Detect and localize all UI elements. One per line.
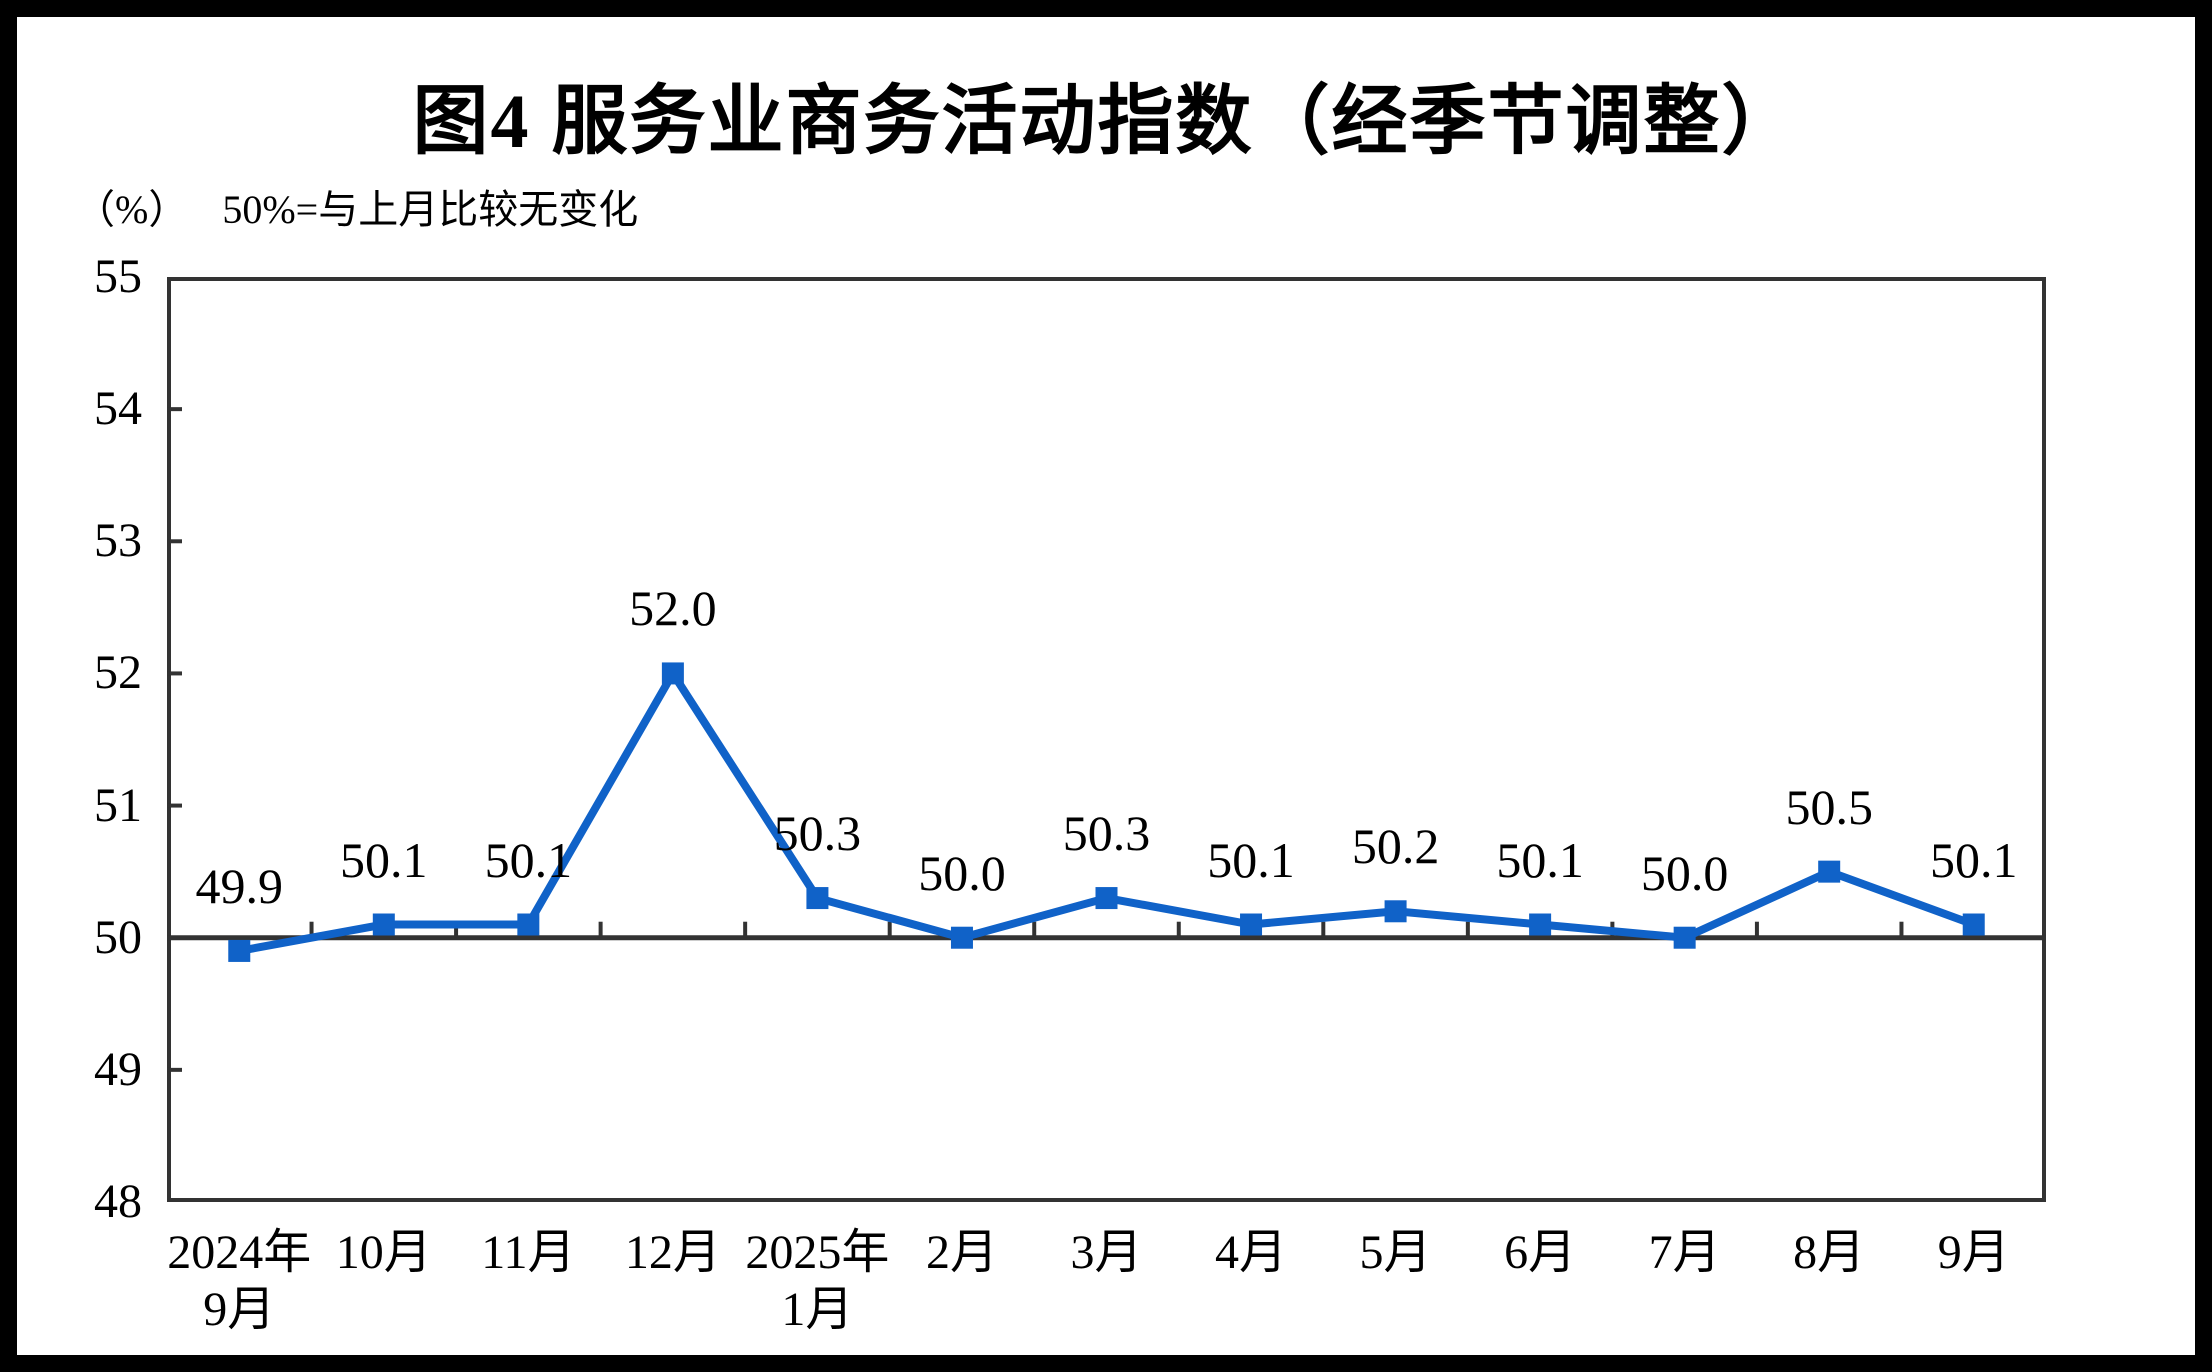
x-tick-label: 2月 bbox=[852, 1224, 1072, 1281]
data-point-label: 50.0 bbox=[1640, 844, 1729, 901]
y-tick-label: 48 bbox=[94, 1175, 142, 1228]
data-point-label: 50.5 bbox=[1785, 778, 1873, 835]
data-point-label: 50.1 bbox=[1207, 831, 1295, 888]
data-point-label: 50.3 bbox=[1062, 805, 1151, 862]
data-point-label: 50.1 bbox=[340, 831, 428, 888]
data-point-label: 52.0 bbox=[629, 580, 717, 637]
data-point-label: 50.1 bbox=[1496, 831, 1584, 888]
data-point-marker bbox=[1529, 913, 1552, 936]
y-tick-label: 54 bbox=[94, 382, 142, 436]
x-tick-label-line1: 11月 bbox=[481, 1226, 576, 1279]
baseline-note: 50%=与上月比较无变化 bbox=[222, 187, 639, 232]
x-tick-label: 9月 bbox=[1864, 1224, 2084, 1281]
x-tick-label: 8月 bbox=[1719, 1224, 1939, 1281]
x-tick-label-line1: 3月 bbox=[1070, 1226, 1143, 1279]
chart-canvas: 图4 服务业商务活动指数（经季节调整） （%） 50%=与上月比较无变化 55 5… bbox=[17, 17, 2195, 1355]
data-point-marker bbox=[1673, 926, 1696, 949]
data-point-marker bbox=[517, 913, 540, 936]
data-point-label: 50.1 bbox=[1929, 831, 2018, 888]
x-tick-label-line1: 9月 bbox=[1937, 1226, 2010, 1279]
x-tick-label-line1: 5月 bbox=[1359, 1226, 1432, 1279]
data-point-marker bbox=[806, 887, 829, 910]
data-point-marker bbox=[372, 913, 395, 936]
y-tick-label: 55 bbox=[94, 250, 142, 303]
x-tick-label: 7月 bbox=[1575, 1224, 1795, 1281]
y-tick-label: 52 bbox=[94, 646, 142, 700]
data-point-marker bbox=[1240, 913, 1263, 936]
data-point-label: 50.0 bbox=[918, 844, 1006, 901]
y-axis-unit-label: （%） bbox=[75, 187, 189, 232]
plot-area bbox=[167, 277, 2046, 1202]
x-tick-label: 10月 bbox=[274, 1224, 494, 1281]
data-point-label: 50.1 bbox=[484, 831, 573, 888]
x-tick-label-line1: 12月 bbox=[624, 1226, 721, 1279]
data-point-label: 50.2 bbox=[1351, 818, 1440, 875]
data-point-label: 49.9 bbox=[195, 857, 284, 914]
y-tick-label: 49 bbox=[94, 1042, 142, 1096]
x-tick-label-line1: 6月 bbox=[1504, 1226, 1577, 1279]
y-tick-label: 53 bbox=[94, 514, 142, 568]
x-tick-label-line1: 10月 bbox=[335, 1226, 432, 1279]
x-tick-label-line2: 1月 bbox=[781, 1283, 854, 1336]
chart-title: 图4 服务业商务活动指数（经季节调整） bbox=[412, 80, 1800, 164]
x-tick-label: 12月 bbox=[563, 1224, 783, 1281]
x-tick-label-line1: 4月 bbox=[1215, 1226, 1288, 1279]
data-point-label: 50.3 bbox=[773, 805, 862, 862]
x-tick-label-line1: 2月 bbox=[925, 1226, 998, 1279]
plot-border bbox=[167, 277, 2046, 1202]
x-tick-label: 4月 bbox=[1141, 1224, 1361, 1281]
data-point-marker bbox=[1384, 900, 1407, 923]
chart-subtitle: （%） 50%=与上月比较无变化 bbox=[75, 177, 638, 235]
data-point-marker bbox=[1818, 860, 1841, 883]
x-tick-label-line1: 2025年 bbox=[745, 1226, 890, 1279]
x-tick-label: 2024年 9月 bbox=[129, 1224, 349, 1338]
x-tick-label: 6月 bbox=[1430, 1224, 1650, 1281]
x-tick-label: 11月 bbox=[418, 1224, 638, 1281]
y-tick-label: 50 bbox=[94, 910, 142, 964]
x-tick-label-line1: 8月 bbox=[1793, 1226, 1866, 1279]
data-point-marker bbox=[950, 926, 973, 949]
x-tick-label: 3月 bbox=[997, 1224, 1217, 1281]
x-tick-label-line1: 2024年 bbox=[167, 1226, 312, 1279]
x-tick-label-line1: 7月 bbox=[1648, 1226, 1721, 1279]
data-point-marker bbox=[1962, 913, 1985, 936]
x-tick-label: 5月 bbox=[1286, 1224, 1506, 1281]
y-tick-label: 51 bbox=[94, 778, 142, 832]
x-tick-label-line2: 9月 bbox=[203, 1283, 276, 1336]
data-point-marker bbox=[661, 662, 684, 685]
data-point-marker bbox=[1095, 887, 1118, 910]
data-point-marker bbox=[228, 939, 251, 962]
x-tick-label: 2025年 1月 bbox=[707, 1224, 927, 1338]
